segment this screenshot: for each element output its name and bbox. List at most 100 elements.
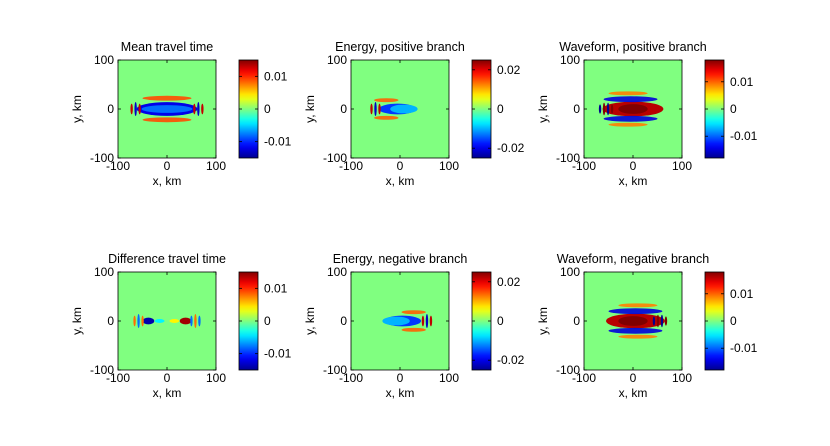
heatmap-arc: [608, 122, 648, 127]
x-tick-label: 0: [164, 159, 171, 173]
x-tick-label: 100: [206, 159, 226, 173]
heatmap-blob: [618, 316, 648, 326]
heatmap-fringe: [429, 315, 433, 327]
subplot-title: Energy, positive branch: [335, 40, 465, 54]
heatmap-fringe: [656, 314, 660, 328]
subplot-2: -100 0 100 100 0 -100 Energy, positive branch x…: [303, 40, 525, 188]
x-tick-label: -100: [339, 371, 363, 385]
heatmap-background: [118, 272, 216, 370]
heatmap-fringe: [138, 103, 141, 115]
colorbar-tick-label: 0: [730, 102, 737, 116]
x-tick-label: 0: [630, 159, 637, 173]
x-axis-label: x, km: [619, 174, 648, 188]
y-axis-label: y, km: [70, 307, 84, 335]
heatmap-arc: [374, 115, 399, 120]
subplot-1: -100 0 100 100 0 -100 Mean travel time x, km y, …: [70, 40, 292, 188]
heatmap-arc: [618, 303, 658, 308]
y-tick-label: 100: [560, 53, 580, 67]
colorbar-tick-label: 0.01: [264, 281, 288, 295]
heatmap-fringe: [133, 315, 136, 327]
subplot-6: -100 0 100 100 0 -100 Waveform, negative branc…: [536, 252, 758, 400]
heatmap-arc: [401, 310, 426, 315]
heatmap-features: [370, 98, 418, 120]
heatmap-features: [598, 91, 664, 127]
heatmap-fringe: [193, 103, 196, 115]
subplot-3: -100 0 100 100 0 -100 Waveform, positive branc…: [536, 40, 758, 188]
colorbar-tick-label: 0.01: [730, 75, 754, 89]
y-tick-label: -100: [90, 151, 114, 165]
y-tick-label: 100: [94, 265, 114, 279]
x-tick-label: 100: [672, 371, 692, 385]
subplot-title: Energy, negative branch: [333, 252, 468, 266]
heatmap-fringe: [134, 102, 137, 116]
heatmap-fringe: [197, 102, 200, 116]
heatmap-fringe: [598, 104, 602, 114]
y-axis-label: y, km: [536, 95, 550, 123]
heatmap-blob: [179, 317, 192, 325]
y-tick-label: 100: [560, 265, 580, 279]
colorbar-tick-label: 0: [264, 102, 271, 116]
heatmap-features: [130, 95, 204, 123]
x-axis-label: x, km: [386, 386, 415, 400]
x-tick-label: 100: [439, 159, 459, 173]
x-tick-label: 0: [630, 371, 637, 385]
heatmap-arc: [142, 117, 192, 123]
colorbar-tick-label: -0.02: [497, 141, 525, 155]
heatmap-features: [382, 310, 433, 332]
heatmap-arc: [401, 327, 426, 332]
heatmap-fringe: [421, 315, 425, 327]
heatmap-fringe: [378, 103, 381, 115]
y-tick-label: -100: [323, 151, 347, 165]
y-tick-label: 100: [327, 265, 347, 279]
y-tick-label: 100: [94, 53, 114, 67]
colorbar-tick-label: 0: [497, 102, 504, 116]
colorbar-tick-label: 0.01: [730, 287, 754, 301]
x-tick-label: 100: [439, 371, 459, 385]
heatmap-fringe: [137, 314, 140, 328]
heatmap-arc: [603, 96, 658, 103]
x-axis-label: x, km: [153, 174, 182, 188]
heatmap-fringe: [370, 103, 373, 115]
heatmap-fringe: [194, 314, 197, 328]
y-tick-label: 100: [327, 53, 347, 67]
subplot-4: -100 0 100 100 0 -100 Difference travel time x,…: [70, 252, 292, 400]
y-tick-label: 0: [107, 314, 114, 328]
x-tick-label: 0: [397, 371, 404, 385]
x-tick-label: -100: [572, 159, 596, 173]
x-tick-label: 0: [164, 371, 171, 385]
heatmap-arc: [608, 308, 663, 315]
heatmap-fringe: [602, 102, 606, 116]
heatmap-fringe: [374, 102, 377, 116]
x-axis-label: x, km: [619, 386, 648, 400]
subplot-title: Difference travel time: [108, 252, 226, 266]
colorbar-tick-label: -0.01: [264, 135, 292, 149]
heatmap-fringe: [660, 314, 664, 328]
heatmap-fringe: [198, 315, 201, 327]
heatmap-fringe: [664, 316, 668, 326]
y-tick-label: 0: [573, 314, 580, 328]
colorbar-tick-label: 0.01: [264, 69, 288, 83]
heatmap-blob: [169, 319, 180, 323]
subplot-title: Mean travel time: [121, 40, 213, 54]
heatmap-features: [606, 303, 668, 339]
y-tick-label: 0: [340, 314, 347, 328]
colorbar-tick-label: 0.02: [497, 275, 521, 289]
heatmap-fringe: [190, 315, 193, 327]
x-tick-label: -100: [339, 159, 363, 173]
heatmap-fringe: [606, 102, 610, 116]
y-tick-label: 0: [107, 102, 114, 116]
colorbar-tick-label: 0: [497, 314, 504, 328]
heatmap-fringe: [425, 314, 429, 328]
colorbar-tick-label: -0.01: [264, 347, 292, 361]
heatmap-arc: [374, 98, 399, 103]
heatmap-arc: [608, 91, 648, 96]
x-tick-label: 100: [206, 371, 226, 385]
y-tick-label: 0: [573, 102, 580, 116]
heatmap-blob: [618, 104, 648, 114]
colorbar-tick-label: 0: [730, 314, 737, 328]
colorbar-tick-label: 0: [264, 314, 271, 328]
subplot-5: -100 0 100 100 0 -100 Energy, negative branch x…: [303, 252, 525, 400]
y-axis-label: y, km: [303, 95, 317, 123]
heatmap-features: [133, 314, 201, 328]
